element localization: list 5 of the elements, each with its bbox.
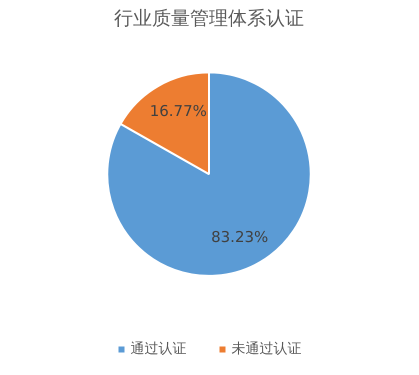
data-label: 83.23% <box>211 228 268 246</box>
legend-label: 通过认证 <box>130 340 186 358</box>
chart-title: 行业质量管理体系认证 <box>114 8 304 30</box>
data-label: 16.77% <box>150 102 207 120</box>
legend-label: 未通过认证 <box>232 340 302 358</box>
